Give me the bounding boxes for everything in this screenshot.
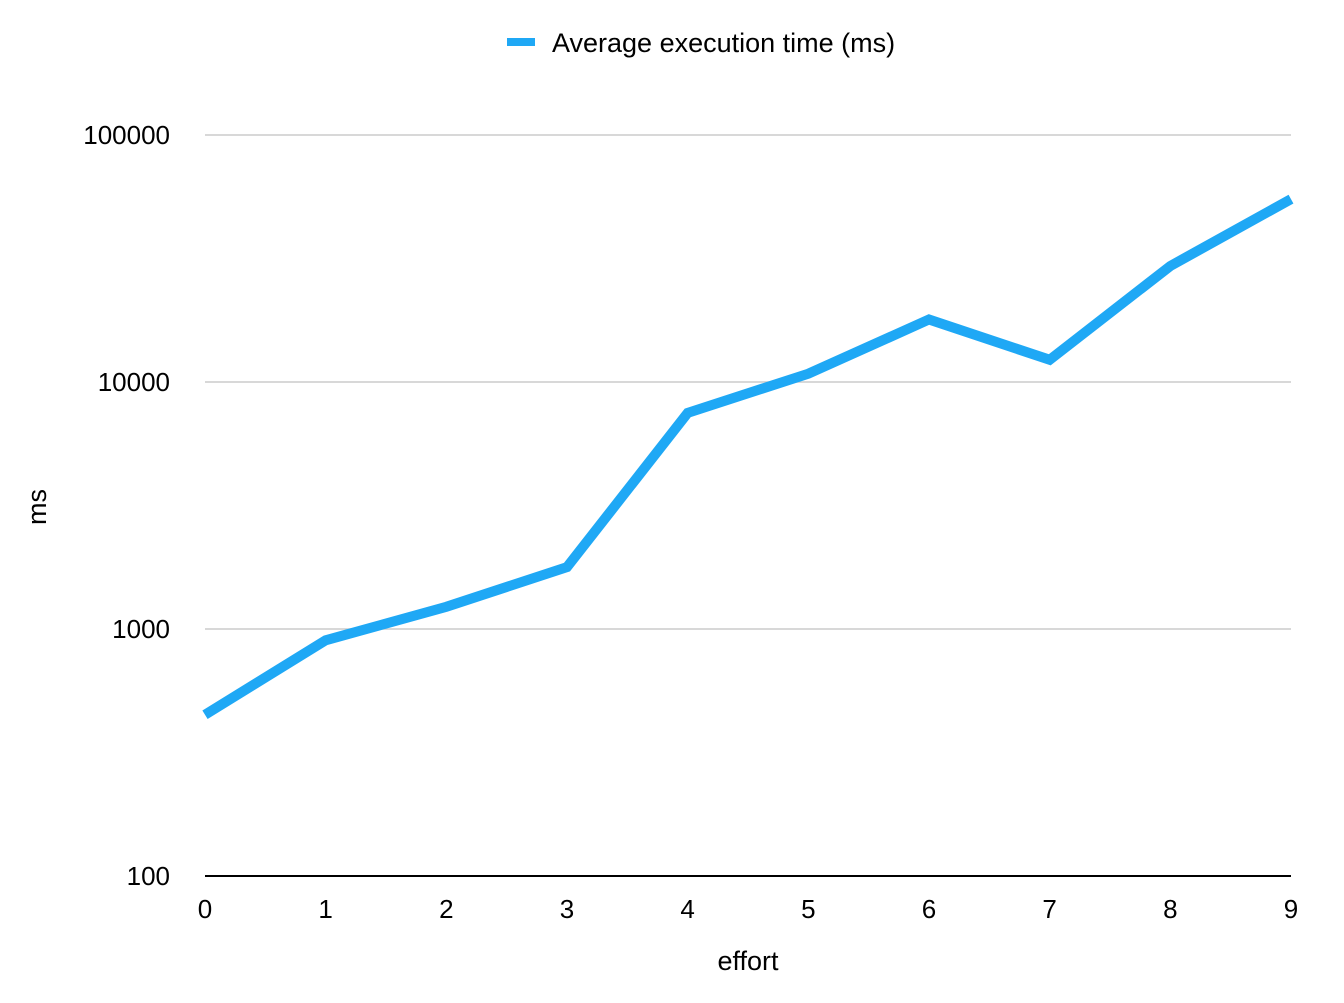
x-tick-label: 0 [198,894,212,924]
legend-label: Average execution time (ms) [552,28,895,58]
series-layer [202,194,1294,719]
y-tick-label: 100 [127,861,170,891]
x-tick-label: 2 [439,894,453,924]
y-axis-title: ms [22,489,52,525]
y-tick-label: 10000 [98,367,170,397]
y-tick-label: 1000 [112,614,170,644]
x-tick-label: 7 [1042,894,1056,924]
x-tick-label: 5 [801,894,815,924]
x-tick-label: 9 [1284,894,1298,924]
x-tick-label: 6 [922,894,936,924]
x-tick-label: 3 [560,894,574,924]
gridlines [205,134,1291,630]
x-axis-title: effort [717,946,779,976]
x-axis-ticks: 0 1 2 3 4 5 6 7 8 9 [198,894,1298,924]
x-tick-label: 1 [318,894,332,924]
series-line [202,194,1294,719]
legend: Average execution time (ms) [507,28,895,58]
y-axis-ticks: 100 1000 10000 100000 [83,120,170,891]
x-tick-label: 4 [680,894,694,924]
y-tick-label: 100000 [83,120,170,150]
x-tick-label: 8 [1163,894,1177,924]
